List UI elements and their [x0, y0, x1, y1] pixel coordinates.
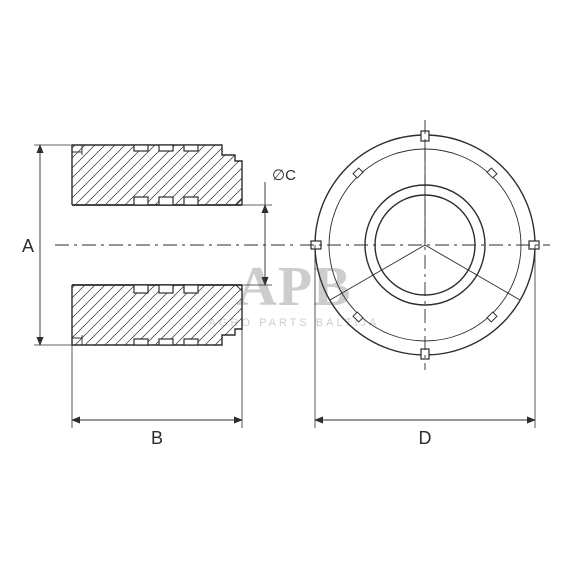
technical-drawing-svg: A B ∅C D: [0, 0, 588, 588]
drawing-canvas: A B ∅C D APB AGRO PARTS BALTIJA: [0, 0, 588, 588]
label-c: ∅C: [272, 167, 296, 184]
label-b: B: [151, 428, 163, 448]
section-view: [55, 130, 296, 360]
end-view: [300, 120, 550, 370]
label-a: A: [22, 236, 34, 256]
label-d: D: [419, 428, 432, 448]
